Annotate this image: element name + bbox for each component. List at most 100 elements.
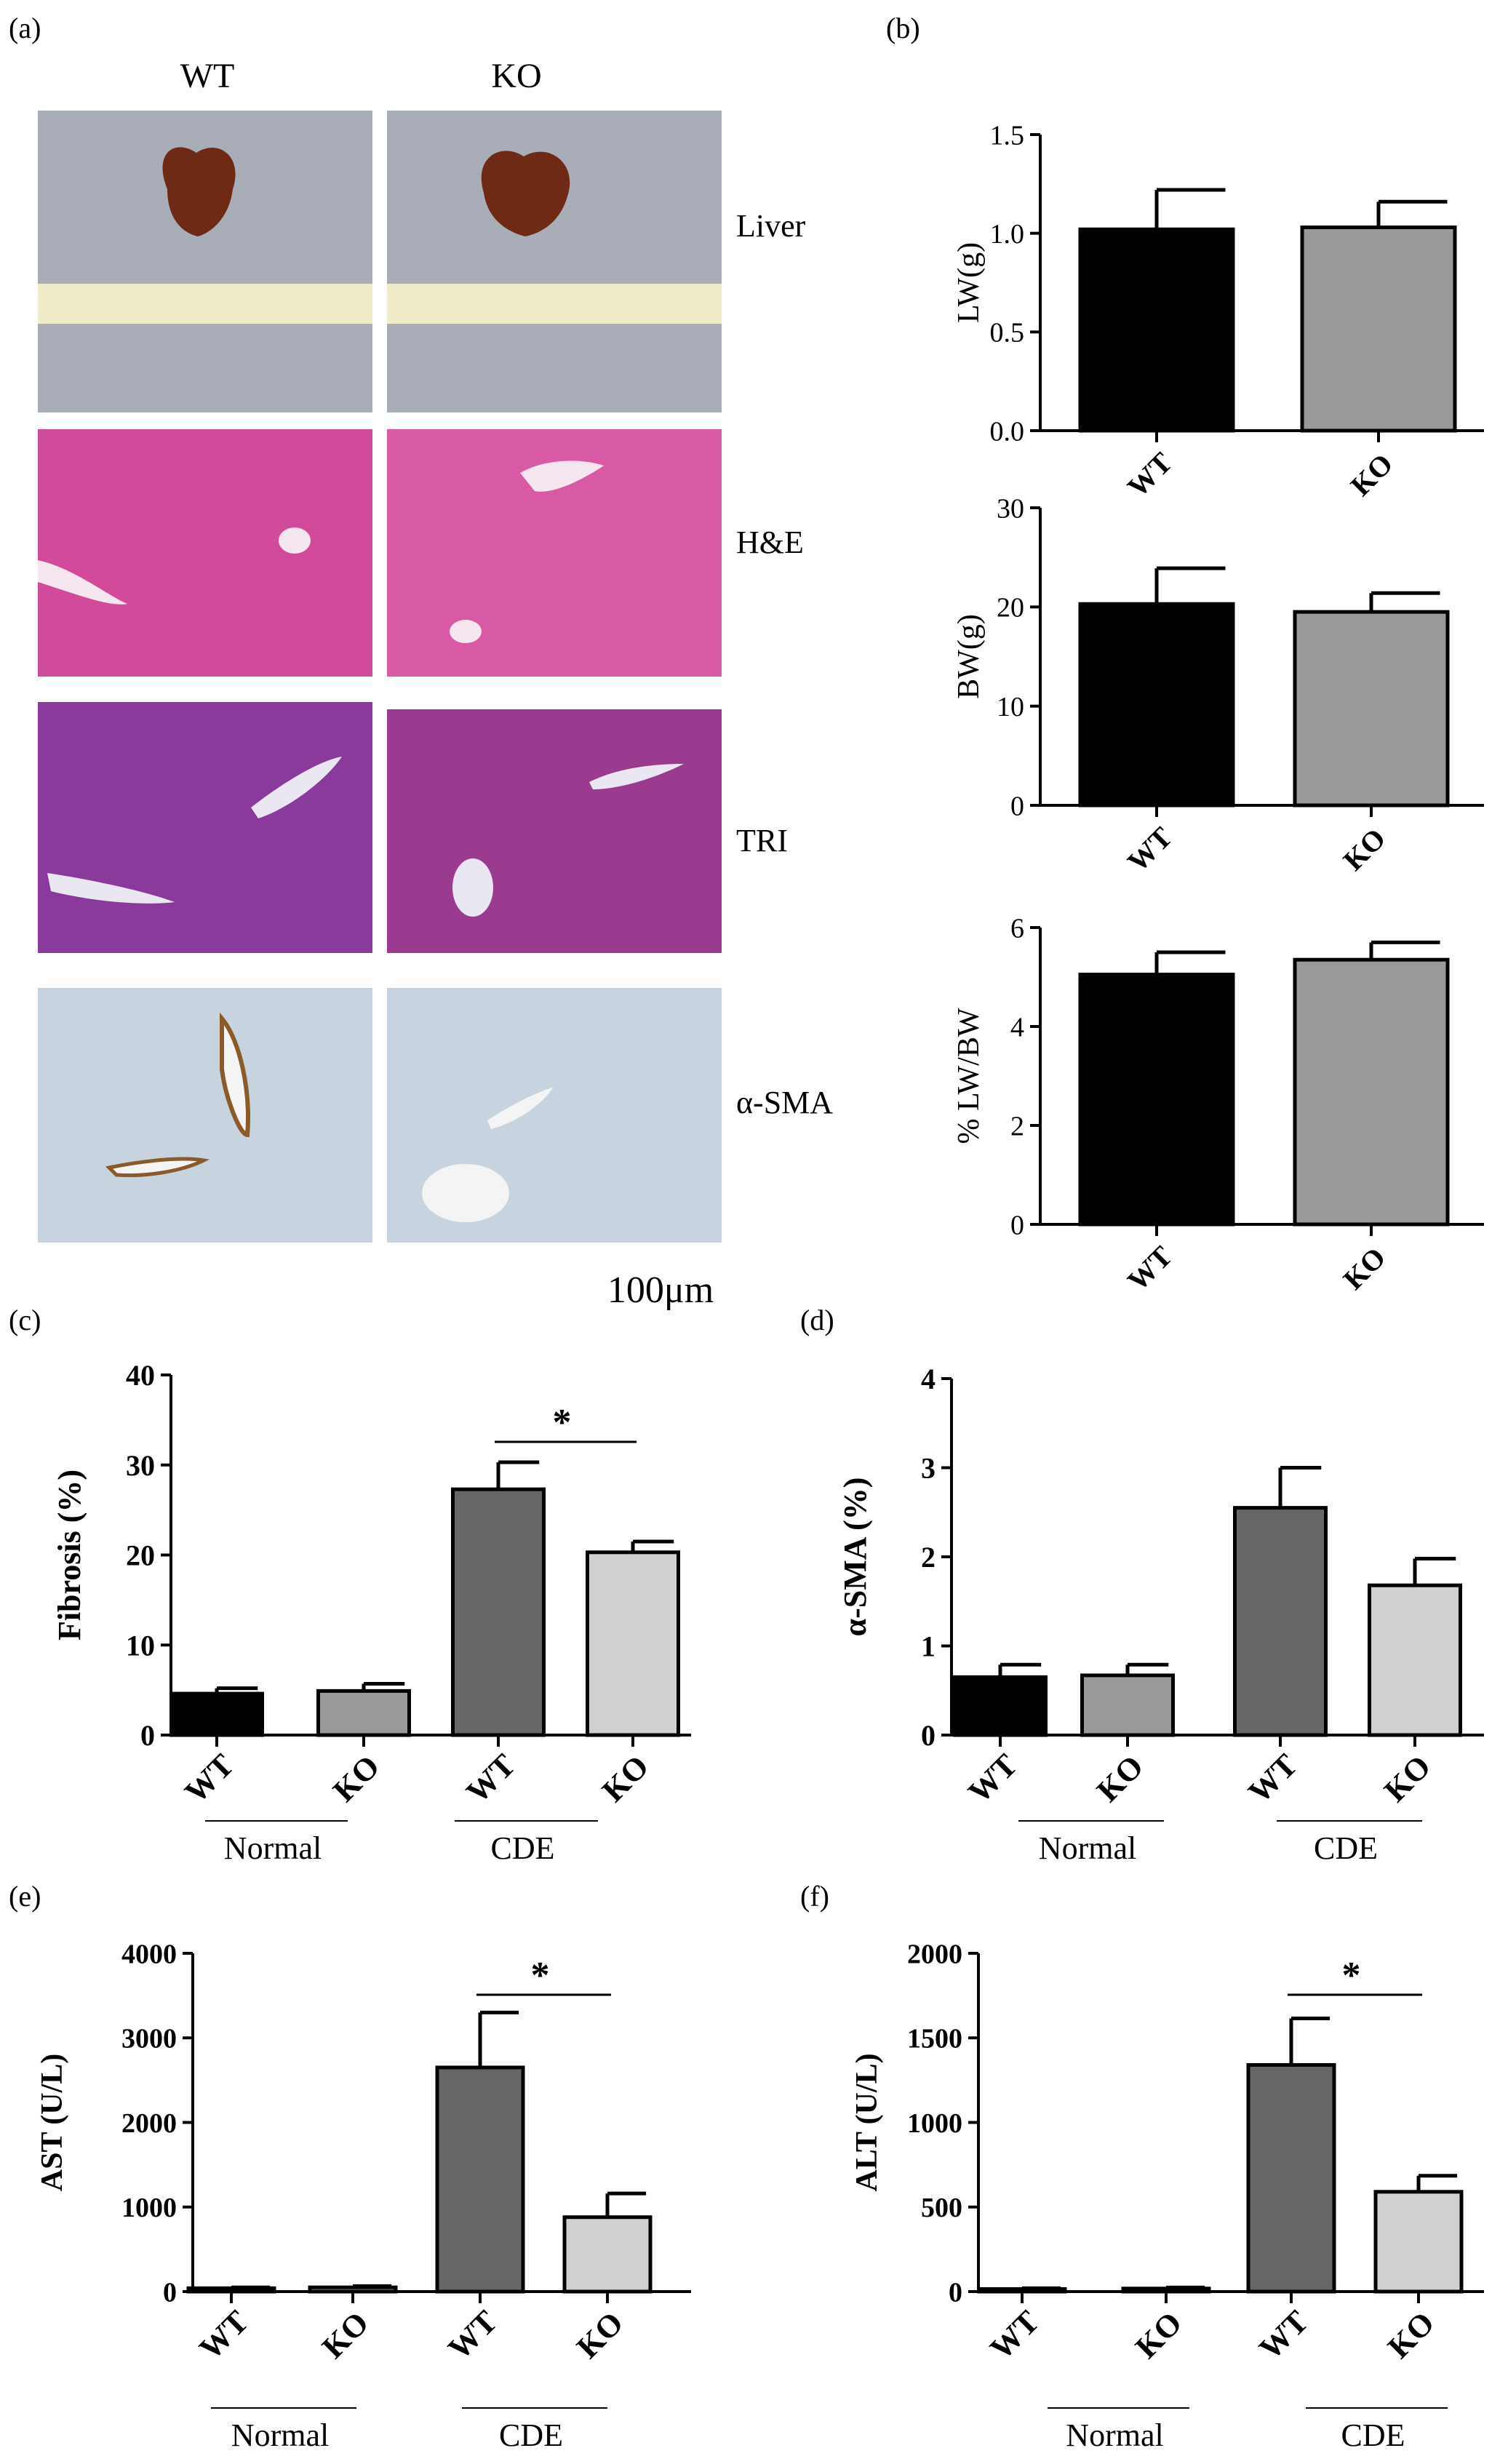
y-tick-label: 1000 [121, 2193, 177, 2223]
row-label-he: H&E [736, 525, 804, 560]
significance-marker: * [1342, 1955, 1361, 1996]
x-tick-label: KO [315, 2305, 375, 2365]
group-label: Normal [1066, 2417, 1163, 2453]
y-tick-label: 30 [126, 1449, 155, 1482]
y-tick-label: 0 [921, 1719, 935, 1752]
he-stain-wt [38, 429, 372, 677]
y-tick-label: 0.5 [990, 318, 1025, 348]
bar [451, 1487, 546, 1737]
significance-marker: * [553, 1402, 572, 1443]
y-axis-label: BW(g) [952, 614, 986, 699]
trichrome-stain-wt [38, 702, 372, 953]
y-tick-label: 4000 [121, 1939, 177, 1969]
chart-lw: 0.0 0.5 1.0 1.5 LW(g) WT KO [952, 120, 1484, 503]
x-tick-label: WT [1252, 2303, 1315, 2367]
panel-a-image-grid: WT KO Liver H&E [38, 57, 833, 1311]
bar [1373, 2190, 1464, 2294]
y-tick-label: 2 [921, 1541, 935, 1574]
group-label: CDE [1341, 2417, 1405, 2453]
chart-ast: 0 1000 2000 3000 4000 AST (U/L) WT KO WT KO Normal… [36, 1939, 691, 2453]
y-tick-label: 3000 [121, 2024, 177, 2054]
chart-lw-bw: 0 2 4 6 % LW/BW WT KO [952, 913, 1484, 1297]
y-tick-label: 2 [1010, 1111, 1024, 1141]
y-tick-label: 30 [997, 493, 1024, 524]
liver-photo-ko [387, 111, 722, 412]
y-axis-label: AST (U/L) [36, 2054, 69, 2191]
sma-stain-ko [387, 988, 722, 1243]
bar [1233, 1506, 1328, 1737]
bar [1293, 957, 1450, 1227]
x-tick-label: WT [1121, 1240, 1178, 1297]
bar [977, 2287, 1067, 2294]
x-tick-label: WT [459, 1747, 522, 1810]
bar [435, 2065, 525, 2294]
y-tick-label: 2000 [907, 1939, 962, 1969]
y-tick-label: 10 [997, 692, 1024, 722]
bar [308, 2285, 398, 2294]
bar [316, 1688, 411, 1737]
chart-alt: 0 500 1000 1500 2000 ALT (U/L) WT KO WT KO Normal C… [850, 1939, 1484, 2453]
bar [1121, 2286, 1211, 2294]
bar [1078, 602, 1235, 808]
y-tick-label: 10 [126, 1629, 155, 1662]
x-tick-label: WT [961, 1747, 1024, 1810]
y-axis-label: % LW/BW [952, 1008, 986, 1144]
bar [1300, 226, 1457, 433]
panel-letter-f: (f) [800, 1880, 829, 1913]
y-tick-label: 0 [163, 2277, 177, 2308]
y-tick-label: 1.5 [990, 120, 1025, 151]
y-axis-label: Fibrosis (%) [52, 1470, 87, 1640]
x-tick-label: KO [1344, 447, 1400, 503]
liver-photo-wt [38, 111, 372, 412]
y-tick-label: 1500 [907, 2024, 962, 2054]
column-label-wt: WT [180, 57, 235, 95]
significance-marker: * [531, 1955, 550, 1996]
group-label: Normal [224, 1830, 322, 1866]
column-label-ko: KO [491, 57, 541, 95]
panel-letter-a: (a) [9, 12, 41, 44]
bar [562, 2215, 653, 2294]
panel-letter-b: (b) [886, 12, 920, 44]
y-axis-label: ALT (U/L) [850, 2053, 884, 2191]
x-tick-label: WT [1121, 821, 1178, 878]
he-stain-ko [387, 429, 722, 677]
y-tick-label: 1.0 [990, 219, 1025, 250]
bar [169, 1691, 264, 1737]
group-label: CDE [499, 2417, 563, 2453]
y-tick-label: 1000 [907, 2108, 962, 2139]
x-tick-label: KO [1381, 2305, 1441, 2365]
chart-sma: 0 1 2 3 4 α-SMA (%) WT KO WT KO Normal CDE [837, 1363, 1484, 1866]
y-tick-label: 0 [1010, 1210, 1024, 1240]
y-tick-label: 4 [1010, 1012, 1024, 1042]
y-tick-label: 0 [949, 2277, 962, 2308]
group-label: Normal [231, 2417, 329, 2453]
y-tick-label: 4 [921, 1363, 935, 1395]
row-label-tri: TRI [736, 823, 788, 858]
bar [586, 1550, 680, 1737]
group-label: CDE [1314, 1830, 1378, 1866]
y-tick-label: 0 [140, 1719, 155, 1752]
row-label-sma: α-SMA [736, 1085, 833, 1120]
bar [1368, 1583, 1462, 1737]
y-tick-label: 0 [1010, 791, 1024, 821]
y-tick-label: 20 [997, 593, 1024, 623]
y-tick-label: 40 [126, 1359, 155, 1392]
y-tick-label: 6 [1010, 913, 1024, 944]
y-tick-label: 2000 [121, 2108, 177, 2139]
x-tick-label: WT [983, 2303, 1046, 2367]
y-tick-label: 500 [921, 2193, 962, 2223]
panel-letter-c: (c) [9, 1304, 41, 1336]
x-tick-label: KO [1337, 1241, 1392, 1296]
row-label-liver: Liver [736, 208, 806, 244]
bar [186, 2286, 276, 2294]
x-tick-label: WT [1121, 446, 1178, 503]
bar [953, 1675, 1048, 1737]
trichrome-stain-ko [387, 709, 722, 953]
bar [1246, 2062, 1336, 2294]
bar [1078, 973, 1235, 1227]
x-tick-label: KO [1090, 1748, 1150, 1809]
panel-letter-e: (e) [9, 1880, 41, 1913]
y-tick-label: 1 [921, 1630, 935, 1663]
group-label: CDE [491, 1830, 555, 1866]
